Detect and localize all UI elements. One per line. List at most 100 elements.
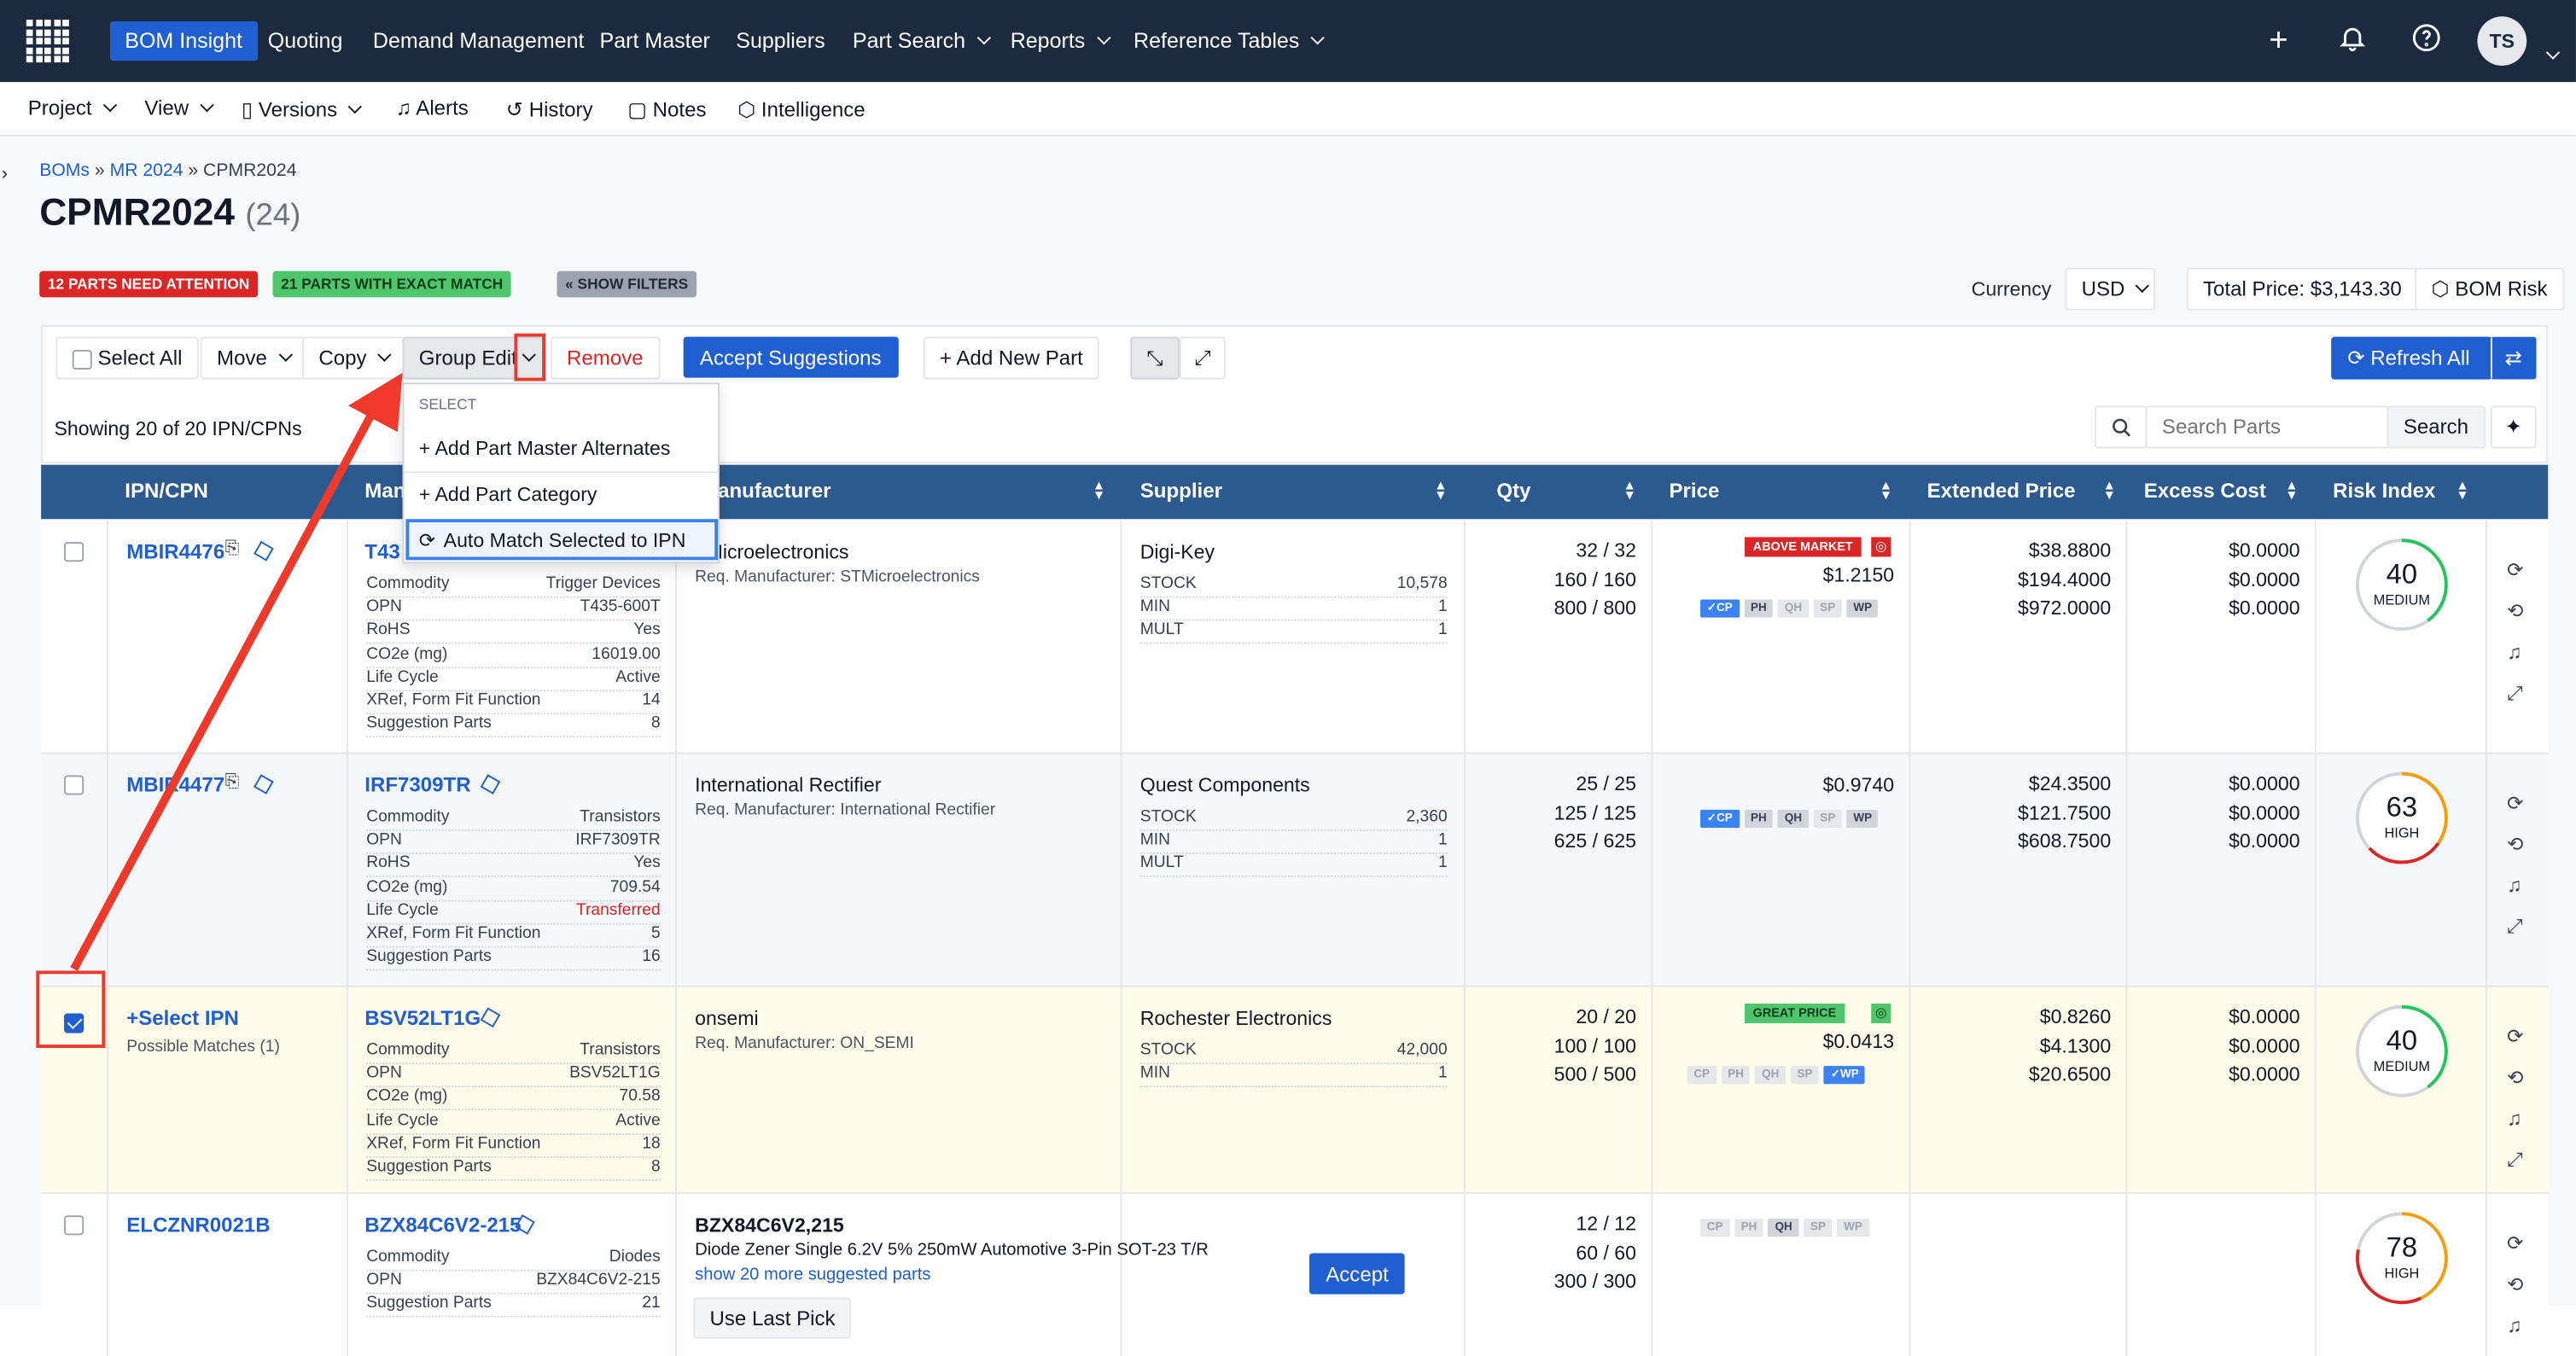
sort-icon[interactable]: ▲ ▼ bbox=[1434, 478, 1448, 503]
sort-icon[interactable]: ▲ ▼ bbox=[2285, 478, 2299, 503]
row-checkbox[interactable] bbox=[64, 1013, 85, 1033]
price-info-icon[interactable]: ◎ bbox=[1871, 1003, 1891, 1024]
sort-icon[interactable]: ▲ ▼ bbox=[2456, 478, 2469, 503]
bell-icon[interactable]: ♫ bbox=[2507, 873, 2522, 897]
sort-icon[interactable]: ▲ ▼ bbox=[1879, 478, 1893, 503]
subnav-versions[interactable]: ▯ Versions bbox=[242, 97, 363, 121]
menu-add-part-master-alternates[interactable]: + Add Part Master Alternates bbox=[419, 437, 671, 460]
row-checkbox[interactable] bbox=[64, 542, 85, 562]
nav-quoting[interactable]: Quoting bbox=[267, 27, 343, 53]
bell-icon[interactable]: ♫ bbox=[2507, 640, 2522, 664]
col-manufacturer[interactable]: anufacturer bbox=[718, 480, 831, 503]
price-tag[interactable]: SP bbox=[1813, 809, 1842, 829]
collapse-icon[interactable]: ⤡ bbox=[1130, 336, 1180, 380]
refresh-icon[interactable]: ⟳ bbox=[2507, 791, 2524, 815]
price-tag[interactable]: ✓CP bbox=[1700, 809, 1740, 829]
col-mpn[interactable]: Man bbox=[364, 480, 406, 503]
sort-icon[interactable]: ▲ ▼ bbox=[1092, 478, 1106, 503]
nav-part-master[interactable]: Part Master bbox=[599, 27, 710, 53]
menu-add-part-category[interactable]: + Add Part Category bbox=[419, 483, 597, 506]
avatar[interactable]: TS bbox=[2477, 16, 2527, 66]
mpn-link[interactable]: BZX84C6V2-215 bbox=[364, 1213, 522, 1237]
bell-icon[interactable]: ♫ bbox=[2507, 1107, 2522, 1131]
price-tag[interactable]: ✓CP bbox=[1700, 599, 1740, 618]
nav-bom-insight[interactable]: BOM Insight bbox=[109, 21, 258, 61]
exact-match-badge[interactable]: 21 PARTS WITH EXACT MATCH bbox=[272, 271, 511, 298]
table-row[interactable]: ELCZNR0021B BZX84C6V2-215 Commodity Diodes O… bbox=[41, 1194, 2549, 1356]
ipn-link[interactable]: +Select IPN bbox=[126, 1006, 239, 1030]
col-excess-cost[interactable]: Excess Cost bbox=[2143, 480, 2266, 503]
col-qty[interactable]: Qty bbox=[1496, 480, 1531, 503]
ipn-link[interactable]: MBIR4476 bbox=[126, 540, 225, 564]
risk-gauge[interactable]: 78 HIGH bbox=[2352, 1209, 2451, 1307]
accept-suggestions-button[interactable]: Accept Suggestions bbox=[683, 336, 898, 378]
use-last-pick-button[interactable]: Use Last Pick bbox=[693, 1297, 852, 1339]
subnav-notes[interactable]: ▢ Notes bbox=[627, 97, 706, 121]
price-tag[interactable]: SP bbox=[1813, 599, 1842, 618]
expand-icon[interactable]: ⤢ bbox=[2507, 915, 2523, 939]
copy-button[interactable]: Copy bbox=[302, 336, 406, 380]
copy-icon[interactable]: ⎘ bbox=[224, 538, 240, 559]
refresh-options-icon[interactable]: ⇄ bbox=[2490, 336, 2537, 380]
show-filters-button[interactable]: « SHOW FILTERS bbox=[557, 271, 696, 298]
row-checkbox[interactable] bbox=[64, 1215, 85, 1236]
show-more-link[interactable]: show 20 more suggested parts bbox=[695, 1265, 931, 1285]
nav-reference-tables[interactable]: Reference Tables bbox=[1119, 21, 1338, 61]
price-tag[interactable]: SP bbox=[1804, 1219, 1833, 1237]
copy-icon[interactable]: ⎘ bbox=[224, 771, 240, 792]
attention-badge[interactable]: 12 PARTS NEED ATTENTION bbox=[39, 271, 258, 298]
table-row[interactable]: +Select IPN Possible Matches (1) BSV52LT1G… bbox=[41, 986, 2549, 1195]
bell-icon[interactable] bbox=[2334, 23, 2370, 59]
add-new-part-button[interactable]: + Add New Part bbox=[923, 336, 1100, 380]
select-all-checkbox[interactable] bbox=[72, 349, 92, 370]
menu-auto-match[interactable]: ⟳ Auto Match Selected to IPN bbox=[405, 519, 719, 561]
currency-select[interactable]: USD bbox=[2065, 267, 2156, 311]
move-button[interactable]: Move bbox=[200, 336, 307, 380]
mpn-link[interactable]: BSV52LT1G bbox=[364, 1006, 481, 1030]
sort-icon[interactable]: ▲ ▼ bbox=[1623, 478, 1636, 503]
price-tag[interactable]: QH bbox=[1755, 1066, 1786, 1085]
subnav-alerts[interactable]: ♫ Alerts bbox=[396, 97, 469, 120]
ai-sparkle-icon[interactable]: ✦ bbox=[2490, 405, 2537, 449]
mpn-link[interactable]: IRF7309TR bbox=[364, 773, 471, 797]
expand-icon[interactable]: ⤢ bbox=[2507, 1355, 2522, 1356]
breadcrumb-boms[interactable]: BOMs bbox=[39, 160, 90, 181]
sidebar-expand-icon[interactable]: › bbox=[1, 164, 8, 184]
search-button[interactable]: Search bbox=[2387, 405, 2486, 449]
price-tag[interactable]: QH bbox=[1768, 1219, 1799, 1237]
group-edit-button[interactable]: Group Edit bbox=[402, 336, 534, 380]
possible-matches[interactable]: Possible Matches (1) bbox=[126, 1038, 280, 1056]
swap-icon[interactable]: ⟲ bbox=[2507, 1066, 2524, 1090]
price-tag[interactable]: WP bbox=[1846, 809, 1879, 829]
refresh-all-button[interactable]: ⟳ Refresh All bbox=[2331, 336, 2492, 380]
price-tag[interactable]: ✓WP bbox=[1824, 1066, 1866, 1085]
price-tag[interactable]: QH bbox=[1778, 599, 1809, 618]
price-tag[interactable]: WP bbox=[1837, 1219, 1869, 1237]
col-supplier[interactable]: Supplier bbox=[1139, 480, 1223, 503]
expand-icon[interactable]: ⤢ bbox=[1179, 336, 1226, 380]
swap-icon[interactable]: ⟲ bbox=[2507, 1272, 2524, 1296]
col-ipn[interactable]: IPN/CPN bbox=[125, 480, 208, 503]
mpn-link[interactable]: T43 bbox=[364, 540, 400, 564]
col-price[interactable]: Price bbox=[1669, 480, 1720, 503]
nav-demand-management[interactable]: Demand Management bbox=[372, 27, 585, 53]
price-tag[interactable]: QH bbox=[1778, 809, 1809, 829]
nav-part-search[interactable]: Part Search bbox=[838, 21, 1004, 61]
swap-icon[interactable]: ⟲ bbox=[2507, 832, 2524, 856]
price-tag[interactable]: CP bbox=[1700, 1219, 1730, 1237]
ipn-link[interactable]: ELCZNR0021B bbox=[126, 1213, 271, 1237]
risk-gauge[interactable]: 40 MEDIUM bbox=[2352, 535, 2451, 633]
subnav-view[interactable]: View bbox=[144, 97, 214, 120]
help-icon[interactable] bbox=[2409, 23, 2445, 59]
col-risk-index[interactable]: Risk Index bbox=[2333, 480, 2436, 503]
table-row[interactable]: MBIR4477⎘IRF7309TRCommodityTransistorsOP… bbox=[41, 754, 2549, 987]
refresh-icon[interactable]: ⟳ bbox=[2507, 1025, 2524, 1048]
nav-suppliers[interactable]: Suppliers bbox=[736, 27, 825, 53]
app-logo-icon[interactable] bbox=[26, 20, 69, 63]
price-info-icon[interactable]: ◎ bbox=[1871, 537, 1891, 557]
breadcrumb-folder[interactable]: MR 2024 bbox=[109, 160, 184, 181]
accept-button[interactable]: Accept bbox=[1308, 1253, 1406, 1295]
row-checkbox[interactable] bbox=[64, 775, 85, 795]
price-tag[interactable]: PH bbox=[1744, 809, 1774, 829]
swap-icon[interactable]: ⟲ bbox=[2507, 599, 2524, 623]
